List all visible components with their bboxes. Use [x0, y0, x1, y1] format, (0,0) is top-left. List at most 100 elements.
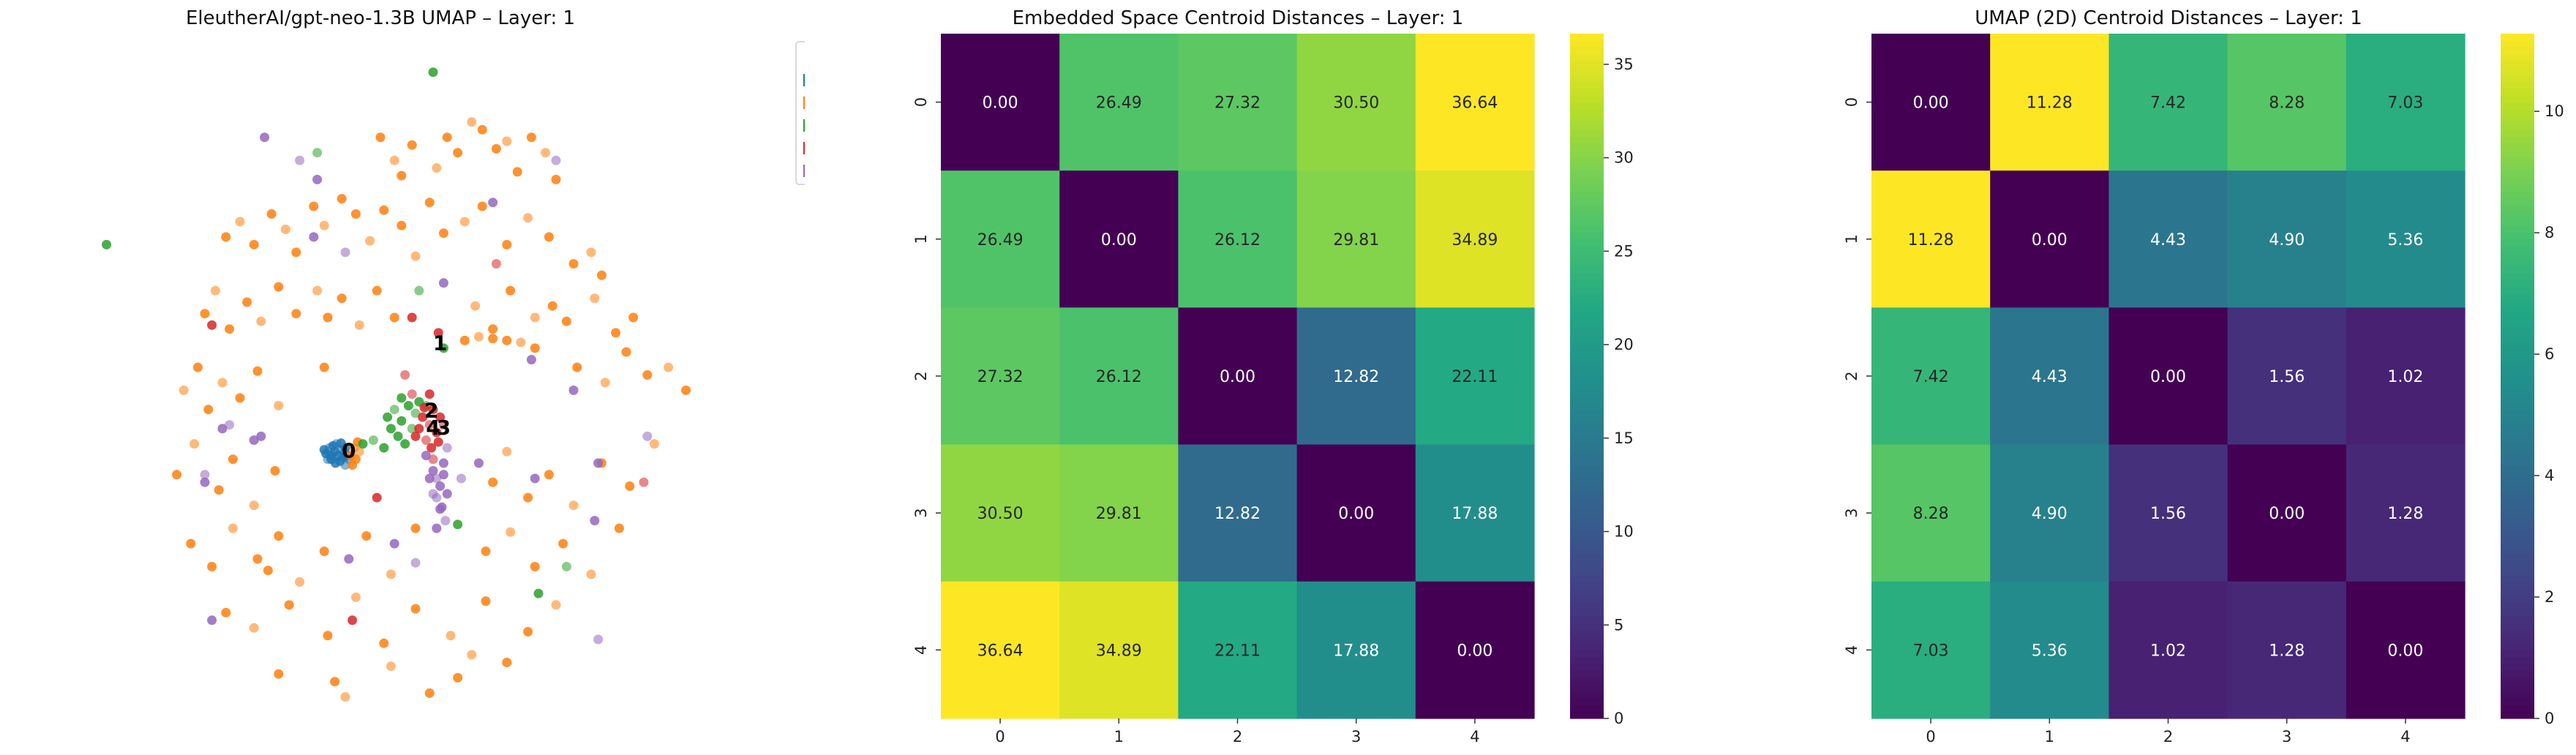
scatter-point-greek [228, 454, 238, 465]
heatmap-embedded-colorbar-segment [1570, 184, 1604, 192]
scatter-point-greek [561, 316, 571, 326]
heatmap-embedded-cell [1296, 307, 1416, 446]
heatmap-embedded-colorbar-segment [1570, 554, 1604, 562]
legend-swatch-dutch [803, 119, 805, 132]
heatmap-embedded-colorbar-segment [1570, 122, 1604, 130]
heatmap-umap-y-tick-label: 4 [1843, 645, 1860, 655]
heatmap-umap-colorbar-segment [2501, 485, 2534, 493]
heatmap-embedded-colorbar-segment [1570, 458, 1604, 466]
scatter-point-polish [442, 489, 452, 499]
heatmap-embedded-colorbar-segment [1570, 191, 1604, 199]
scatter-point-polish [207, 615, 217, 626]
heatmap-embedded-colorbar-segment [1570, 424, 1604, 432]
scatter-point-italian [428, 405, 438, 415]
heatmap-embedded-colorbar-segment [1570, 430, 1604, 438]
heatmap-embedded-cell [1178, 444, 1298, 582]
heatmap-embedded-title: Embedded Space Centroid Distances – Laye… [1013, 7, 1464, 29]
scatter-point-polish [312, 174, 323, 184]
scatter-point-greek [217, 378, 228, 388]
heatmap-embedded-cell-label: 17.88 [1452, 505, 1498, 523]
heatmap-umap-colorbar-segment [2501, 383, 2534, 391]
heatmap-embedded-colorbar-segment [1570, 47, 1604, 55]
heatmap-embedded-colorbar-segment [1570, 383, 1604, 391]
heatmap-umap-colorbar-segment [2501, 122, 2534, 130]
heatmap-embedded-cell [1415, 34, 1535, 171]
heatmap-embedded-colorbar-segment [1570, 670, 1604, 678]
heatmap-umap-cell [1990, 34, 2109, 171]
scatter-point-greek [350, 592, 361, 602]
heatmap-umap-cell-label: 0.00 [2032, 231, 2068, 249]
scatter-point-greek [506, 527, 516, 537]
scatter-point-greek [502, 446, 512, 457]
scatter-point-greek [354, 446, 364, 457]
scatter-point-greek [274, 531, 284, 541]
heatmap-umap-colorbar-segment [2501, 259, 2534, 267]
scatter-point-dutch [312, 148, 323, 158]
legend-swatch-polish [803, 165, 805, 177]
heatmap-umap-title: UMAP (2D) Centroid Distances – Layer: 1 [1975, 7, 2362, 29]
scatter-point-greek [337, 194, 347, 204]
scatter-point-greek [389, 312, 399, 323]
heatmap-umap-colorbar-segment [2501, 684, 2534, 692]
heatmap-umap-cell-label: 1.02 [2387, 368, 2423, 386]
heatmap-umap-colorbar-segment [2501, 458, 2534, 466]
heatmap-umap-cell [2227, 444, 2347, 582]
heatmap-embedded-colorbar-segment [1570, 321, 1604, 329]
scatter-point-english [326, 451, 336, 461]
scatter-point-polish [295, 155, 305, 165]
heatmap-umap-cell-label: 0.00 [2150, 368, 2186, 386]
heatmap-embedded-colorbar-segment [1570, 574, 1604, 582]
heatmap-embedded-colorbar-segment [1570, 478, 1604, 487]
heatmap-umap-colorbar-segment [2501, 410, 2534, 418]
heatmap-embedded-colorbar-segment [1570, 636, 1604, 644]
scatter-point-greek [249, 239, 259, 249]
scatter-point-greek [491, 143, 501, 154]
heatmap-embedded-colorbar-segment [1570, 348, 1604, 356]
legend-frame [795, 41, 805, 185]
scatter-point-greek [473, 331, 484, 342]
scatter-point-polish [590, 516, 600, 526]
scatter-point-italian [435, 412, 446, 422]
scatter-title: EleutherAI/gpt-neo-1.3B UMAP – Layer: 1 [186, 7, 575, 29]
heatmap-umap-colorbar-segment [2501, 451, 2534, 459]
scatter-point-greek [389, 155, 399, 165]
centroid-label: 4 [426, 416, 440, 440]
heatmap-umap-colorbar-segment [2501, 547, 2534, 555]
heatmap-embedded-cell [1178, 170, 1298, 308]
scatter-point-dutch [453, 519, 463, 530]
heatmap-umap-colorbar-segment [2501, 472, 2534, 479]
heatmap-embedded-colorbar-segment [1570, 287, 1604, 295]
heatmap-umap-colorbar-segment [2501, 67, 2534, 75]
heatmap-umap-x-tick-label: 2 [2163, 728, 2173, 745]
scatter-point-greek [354, 320, 364, 330]
scatter-point-greek [221, 607, 231, 617]
heatmap-embedded-cell-label: 22.11 [1452, 368, 1498, 386]
scatter-point-polish [424, 473, 435, 484]
heatmap-umap-cell-label: 1.02 [2150, 642, 2186, 660]
heatmap-embedded-colorbar-segment [1570, 519, 1604, 527]
heatmap-embedded-colorbar-segment [1570, 376, 1604, 383]
scatter-point-italian [427, 443, 437, 453]
heatmap-umap-colorbar-segment [2501, 75, 2534, 83]
scatter-point-greek [249, 500, 259, 511]
scatter-point-polish [344, 554, 354, 564]
heatmap-embedded-colorbar-segment [1570, 136, 1604, 144]
scatter-point-greek [446, 631, 456, 641]
heatmap-embedded-colorbar-segment [1570, 485, 1604, 493]
heatmap-embedded-colorbar-segment [1570, 410, 1604, 418]
scatter-point-greek [252, 366, 263, 376]
centroid-label: 1 [433, 331, 447, 356]
heatmap-embedded-colorbar-segment [1570, 211, 1604, 219]
heatmap-umap-colorbar-segment [2501, 478, 2534, 487]
heatmap-embedded-cell-label: 0.00 [1101, 231, 1137, 249]
heatmap-embedded-colorbar-segment [1570, 81, 1604, 89]
heatmap-umap-colorbar-segment [2501, 116, 2534, 124]
heatmap-embedded-cell [1059, 581, 1179, 719]
scatter-point-greek [530, 343, 540, 353]
scatter-point-greek [284, 600, 294, 610]
heatmap-umap-cell-label: 4.90 [2032, 505, 2068, 523]
scatter-point-greek [410, 251, 421, 261]
heatmap-umap-colorbar-segment [2501, 389, 2534, 397]
legend-swatch-greek [803, 97, 805, 109]
